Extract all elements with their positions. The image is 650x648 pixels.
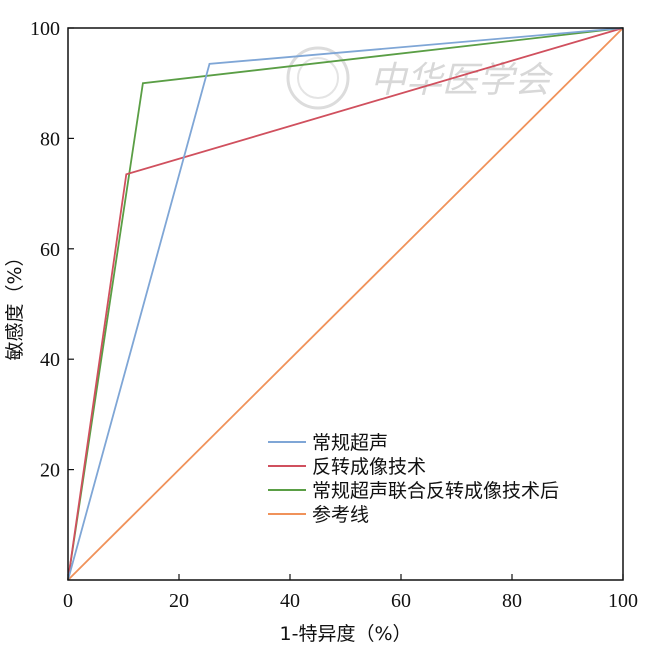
x-tick-label: 60 (391, 590, 411, 612)
legend-label: 常规超声联合反转成像技术后 (312, 480, 559, 502)
y-tick-label: 80 (40, 128, 60, 150)
legend-label: 常规超声 (312, 432, 388, 454)
legend-label: 反转成像技术 (312, 456, 426, 478)
axes (67, 27, 624, 581)
x-tick-label: 40 (280, 590, 300, 612)
series-layer (67, 27, 624, 581)
x-tick-label: 100 (608, 590, 638, 612)
series-line-3 (67, 27, 624, 581)
series-line-1 (67, 27, 624, 581)
y-tick-label: 100 (30, 18, 60, 40)
tick-layer: 0 20 40 60 80 100 20 40 60 80 100 (30, 18, 638, 612)
y-axis-label: 敏感度（%） (4, 247, 26, 360)
y-tick-label: 60 (40, 239, 60, 261)
plot-frame (67, 27, 624, 581)
watermark-logo: 中华医学会 (286, 46, 554, 110)
y-tick-label: 20 (40, 460, 60, 482)
series-line-4 (67, 27, 624, 581)
y-tick-label: 40 (40, 349, 60, 371)
x-axis-label: 1-特异度（%） (280, 623, 412, 645)
series-line-2 (67, 27, 624, 581)
x-tick-label: 0 (63, 590, 73, 612)
legend-label: 参考线 (312, 504, 369, 526)
x-tick-label: 80 (502, 590, 522, 612)
x-tick-label: 20 (169, 590, 189, 612)
